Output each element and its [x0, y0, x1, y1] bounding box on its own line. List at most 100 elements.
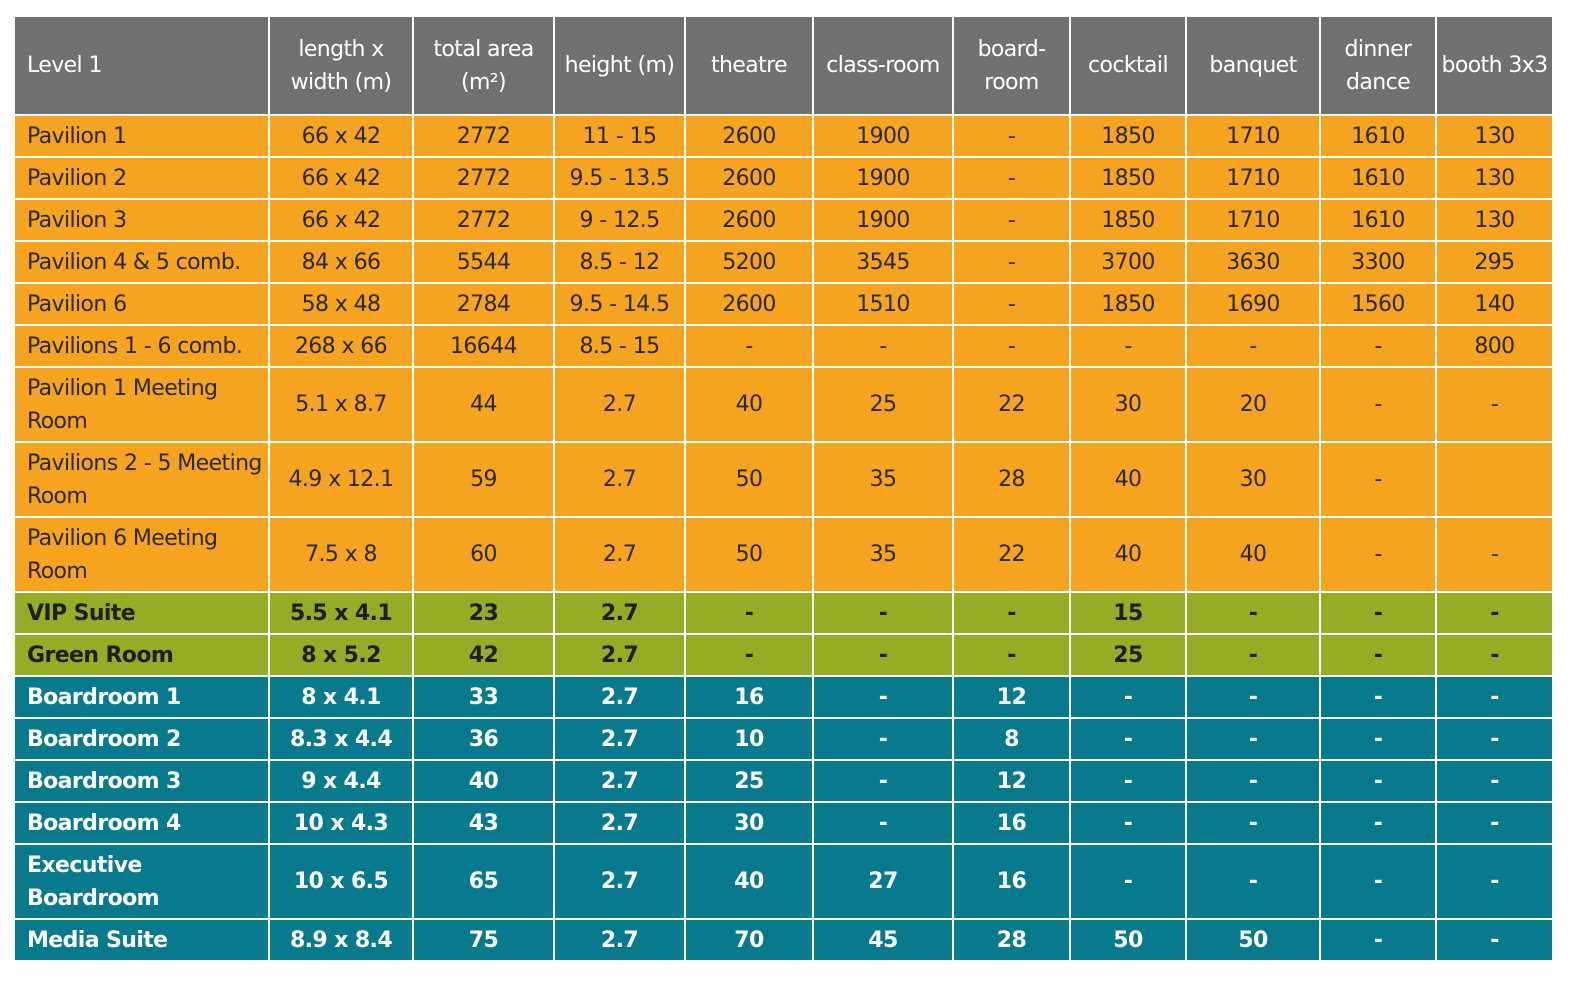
table-cell: -	[1435, 801, 1554, 845]
table-cell: 25	[1069, 633, 1187, 677]
table-cell: 75	[412, 918, 555, 962]
table-cell: 1610	[1319, 114, 1437, 158]
table-cell: 25	[684, 759, 814, 803]
table-cell: 2.7	[553, 759, 686, 803]
table-row: Pavilions 1 - 6 comb. 268 x 66 16644 8.5 - …	[13, 324, 1554, 368]
header-level: Level 1	[13, 15, 270, 116]
table-cell: 40	[1069, 516, 1187, 593]
table-cell: -	[1185, 675, 1321, 719]
table-cell: 2.7	[553, 801, 686, 845]
table-cell: 800	[1435, 324, 1554, 368]
table-cell: -	[1435, 366, 1554, 443]
table-cell: -	[1319, 801, 1437, 845]
table-cell: 22	[952, 366, 1071, 443]
room-name-cell: Pavilions 1 - 6 comb.	[13, 324, 270, 368]
table-cell: 3630	[1185, 240, 1321, 284]
table-row: Boardroom 4 10 x 4.3 43 2.7 30-16- - - -	[13, 801, 1554, 845]
table-cell: -	[952, 198, 1071, 242]
table-cell: 1710	[1185, 114, 1321, 158]
table-cell: 2600	[684, 198, 814, 242]
table-cell: 40	[1185, 516, 1321, 593]
table-cell: 268 x 66	[268, 324, 414, 368]
table-cell: 10 x 4.3	[268, 801, 414, 845]
room-name-cell: Boardroom 2	[13, 717, 270, 761]
table-row: Media Suite 8.9 x 8.4 75 2.7 70 45 28 50 50- -	[13, 918, 1554, 962]
table-cell: -	[952, 633, 1071, 677]
table-cell: 5200	[684, 240, 814, 284]
table-cell: -	[1319, 591, 1437, 635]
table-cell: 4.9 x 12.1	[268, 441, 414, 518]
table-cell: 28	[952, 441, 1071, 518]
header-dimensions: length x width (m)	[268, 15, 414, 116]
header-classroom: class-room	[812, 15, 954, 116]
table-cell: 22	[952, 516, 1071, 593]
table-cell: 1900	[812, 198, 954, 242]
table-cell: -	[1069, 717, 1187, 761]
table-cell: 66 x 42	[268, 156, 414, 200]
table-cell: -	[1319, 366, 1437, 443]
table-cell: 2600	[684, 114, 814, 158]
table-cell: 9.5 - 13.5	[553, 156, 686, 200]
table-cell: -	[1185, 633, 1321, 677]
table-cell: 35	[812, 441, 954, 518]
table-cell: 11 - 15	[553, 114, 686, 158]
table-cell: -	[952, 156, 1071, 200]
table-row: Pavilion 1 Meeting Room 5.1 x 8.7 44 2.7 40 2…	[13, 366, 1554, 443]
table-cell: 1850	[1069, 282, 1187, 326]
table-row: Pavilion 6 Meeting Room 7.5 x 8 60 2.7 50 35 2…	[13, 516, 1554, 593]
table-cell: 2.7	[553, 633, 686, 677]
table-cell: 84 x 66	[268, 240, 414, 284]
table-cell: 65	[412, 843, 555, 920]
table-body: Pavilion 1 66 x 42 2772 11 - 15 2600 1900-185…	[13, 114, 1554, 962]
table-cell: 40	[684, 366, 814, 443]
table-cell: -	[1185, 717, 1321, 761]
table-cell: -	[1185, 843, 1321, 920]
table-cell: -	[1319, 717, 1437, 761]
table-cell: 66 x 42	[268, 198, 414, 242]
table-cell: 9.5 - 14.5	[553, 282, 686, 326]
table-cell: -	[1319, 633, 1437, 677]
header-boardroom: board-room	[952, 15, 1071, 116]
table-cell: 25	[812, 366, 954, 443]
table-cell: 1560	[1319, 282, 1437, 326]
table-cell: 2.7	[553, 675, 686, 719]
table-cell: 2.7	[553, 843, 686, 920]
table-cell: 1850	[1069, 198, 1187, 242]
table-cell: -	[1069, 675, 1187, 719]
table-cell: -	[1319, 918, 1437, 962]
table-cell: 2600	[684, 156, 814, 200]
table-cell: 2772	[412, 156, 555, 200]
table-cell: 35	[812, 516, 954, 593]
table-cell: 28	[952, 918, 1071, 962]
table-cell: 1900	[812, 114, 954, 158]
table-cell: -	[952, 114, 1071, 158]
table-cell: 8	[952, 717, 1071, 761]
table-cell: 16	[952, 801, 1071, 845]
table-cell: 16	[952, 843, 1071, 920]
room-name-cell: Pavilion 6	[13, 282, 270, 326]
table-cell: 3545	[812, 240, 954, 284]
table-cell: 9 x 4.4	[268, 759, 414, 803]
table-cell: -	[1185, 591, 1321, 635]
room-name-cell: Pavilion 6 Meeting Room	[13, 516, 270, 593]
table-row: Pavilion 1 66 x 42 2772 11 - 15 2600 1900-185…	[13, 114, 1554, 158]
room-name-cell: Pavilion 1 Meeting Room	[13, 366, 270, 443]
venue-capacity-table: Level 1 length x width (m) total area (m…	[13, 15, 1554, 962]
table-cell: -	[1435, 717, 1554, 761]
table-cell: 30	[684, 801, 814, 845]
table-cell: -	[1069, 801, 1187, 845]
table-cell: 50	[684, 441, 814, 518]
table-cell: 12	[952, 759, 1071, 803]
table-cell: -	[1319, 675, 1437, 719]
table-cell: -	[952, 282, 1071, 326]
table-cell: 2600	[684, 282, 814, 326]
table-cell: -	[1319, 759, 1437, 803]
table-row: Pavilion 4 & 5 comb. 84 x 66 5544 8.5 - 12 5…	[13, 240, 1554, 284]
header-total-area: total area (m²)	[412, 15, 555, 116]
table-cell: 10 x 6.5	[268, 843, 414, 920]
table-cell: -	[684, 324, 814, 368]
table-cell: 5.1 x 8.7	[268, 366, 414, 443]
header-height: height (m)	[553, 15, 686, 116]
table-cell: 295	[1435, 240, 1554, 284]
